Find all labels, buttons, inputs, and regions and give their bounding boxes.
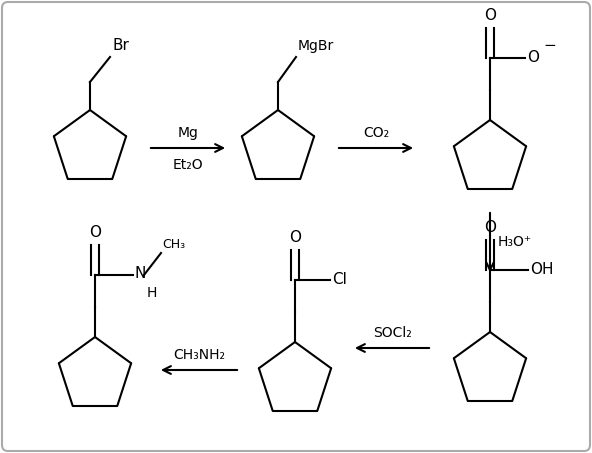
Text: SOCl₂: SOCl₂ (372, 326, 411, 340)
Text: −: − (543, 39, 556, 53)
Text: H₃O⁺: H₃O⁺ (498, 236, 532, 250)
Text: H: H (147, 286, 157, 300)
Text: O: O (527, 50, 539, 66)
Text: Et₂O: Et₂O (173, 158, 203, 172)
Text: O: O (289, 230, 301, 245)
Text: O: O (484, 220, 496, 235)
Text: CH₃: CH₃ (162, 238, 185, 251)
Text: OH: OH (530, 262, 554, 278)
Text: Cl: Cl (332, 273, 347, 288)
Text: CO₂: CO₂ (363, 126, 389, 140)
Text: O: O (89, 225, 101, 240)
Text: Mg: Mg (178, 126, 198, 140)
Text: CH₃NH₂: CH₃NH₂ (173, 348, 225, 362)
Text: Br: Br (112, 38, 129, 53)
Text: MgBr: MgBr (298, 39, 334, 53)
Text: O: O (484, 8, 496, 23)
Text: N: N (134, 266, 146, 281)
